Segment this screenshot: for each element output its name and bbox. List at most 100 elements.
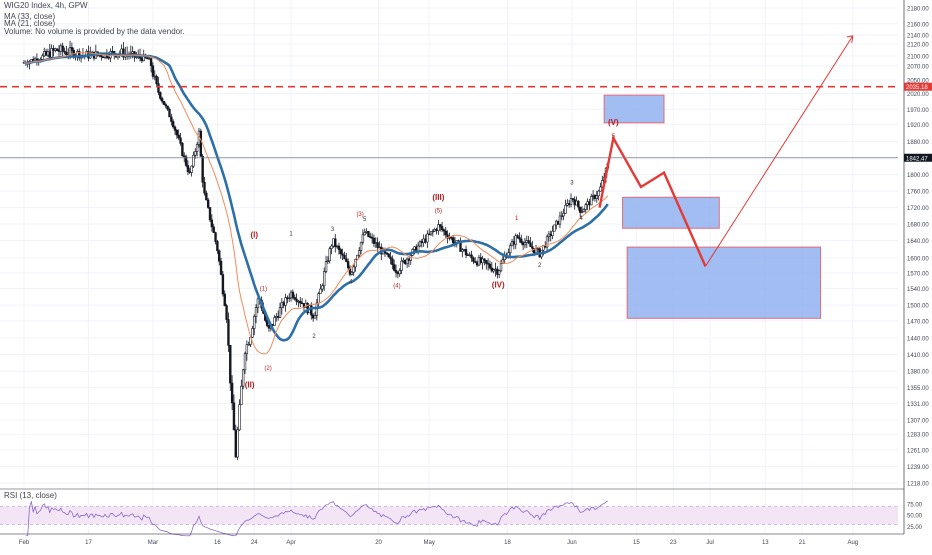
- ma33-line[interactable]: [23, 52, 609, 342]
- candle-body: [286, 297, 289, 299]
- candle-body: [525, 240, 529, 243]
- candle-body: [481, 258, 484, 263]
- candle-body: [44, 51, 48, 56]
- price-tick: 2020.00: [907, 92, 929, 98]
- wave-label: 5: [363, 217, 367, 223]
- candle-body: [300, 302, 304, 305]
- candle-body: [497, 270, 501, 275]
- projection-zigzag[interactable]: [598, 134, 707, 267]
- price-tick: 1307.00: [907, 418, 929, 424]
- candle-body: [328, 248, 331, 262]
- candle-body: [486, 263, 490, 265]
- candle-body: [55, 48, 59, 52]
- candle-body: [223, 293, 226, 306]
- candle-body: [462, 249, 466, 251]
- wave-label: (4): [393, 284, 400, 290]
- candle-body: [499, 263, 503, 272]
- candle-body: [70, 47, 74, 51]
- candle-body: [241, 369, 245, 387]
- candle-body: [536, 248, 540, 250]
- target-zone[interactable]: [603, 94, 665, 124]
- candle-body: [494, 268, 497, 271]
- projection-arrow-head: [846, 35, 854, 43]
- candle-body: [50, 48, 53, 58]
- candle-body: [206, 199, 210, 208]
- candle-body: [221, 274, 225, 295]
- candle-body: [569, 198, 573, 205]
- candle-body: [273, 317, 276, 326]
- candle-body: [232, 402, 236, 431]
- rsi-label[interactable]: RSI (13, close): [4, 491, 57, 500]
- candle-body: [584, 204, 587, 210]
- rsi-line[interactable]: [25, 500, 608, 537]
- time-tick: 21: [799, 540, 806, 546]
- candle-body: [450, 237, 453, 239]
- candle-body: [164, 104, 168, 107]
- legend-ma33[interactable]: MA (33, close): [4, 12, 55, 21]
- candle-body: [295, 298, 298, 302]
- candle-body: [120, 48, 123, 55]
- candle-body: [556, 220, 560, 225]
- candle-body: [549, 233, 552, 237]
- candle-body: [490, 267, 494, 272]
- wave-label: (1): [260, 287, 267, 293]
- candle-body: [219, 260, 223, 275]
- candle-body: [324, 261, 328, 272]
- candle-body: [238, 404, 241, 431]
- candle-body: [41, 55, 44, 60]
- price-tick: 1261.00: [907, 448, 929, 454]
- candle-body: [184, 156, 188, 166]
- candle-body: [254, 307, 258, 317]
- candle-body: [475, 261, 479, 266]
- target-zone[interactable]: [626, 246, 822, 319]
- price-tick: 1570.00: [907, 271, 929, 277]
- candle-body: [284, 297, 287, 306]
- candle-body: [591, 195, 595, 197]
- candle-body: [520, 238, 523, 243]
- time-tick: Mar: [148, 540, 158, 546]
- candle-body: [488, 263, 492, 269]
- candle-body: [372, 237, 376, 244]
- candle-body: [599, 186, 602, 192]
- candle-body: [374, 242, 377, 244]
- price-tick: 2160.00: [907, 22, 929, 28]
- candle-body: [291, 291, 295, 298]
- candle-body: [579, 206, 582, 213]
- candle-body: [420, 241, 424, 244]
- time-tick: 17: [85, 540, 92, 546]
- candle-body: [391, 258, 394, 265]
- ma21-line[interactable]: [23, 52, 609, 355]
- candle-body: [466, 254, 470, 256]
- time-tick: Jun: [567, 540, 577, 546]
- candle-body: [439, 224, 442, 227]
- candle-body: [227, 319, 230, 346]
- price-tick: 2120.00: [907, 43, 929, 49]
- price-tick: 1283.00: [907, 433, 929, 439]
- price-tick: 1720.00: [907, 206, 929, 212]
- candle-body: [510, 241, 514, 247]
- candle-body: [171, 121, 175, 128]
- candle-body: [299, 300, 302, 304]
- rsi-tick: 25.00: [907, 525, 923, 531]
- candle-body: [470, 254, 473, 259]
- candle-body: [509, 245, 512, 254]
- candle-body: [426, 233, 429, 243]
- candle-body: [346, 261, 350, 269]
- projection-rally[interactable]: [705, 35, 854, 267]
- target-zone[interactable]: [622, 196, 720, 229]
- candle-body: [376, 242, 379, 248]
- candle-body: [440, 226, 444, 230]
- candle-body: [553, 224, 556, 232]
- time-tick: 15: [633, 540, 640, 546]
- price-tick: 1680.00: [907, 223, 929, 229]
- rsi-pane: [0, 488, 904, 537]
- candle-body: [157, 83, 160, 93]
- candle-body: [46, 51, 50, 56]
- wave-label: (III): [432, 193, 444, 202]
- candles: [22, 40, 610, 461]
- candle-body: [317, 293, 320, 304]
- legend-ma21[interactable]: MA (21, close): [4, 19, 55, 28]
- candle-body: [389, 256, 392, 260]
